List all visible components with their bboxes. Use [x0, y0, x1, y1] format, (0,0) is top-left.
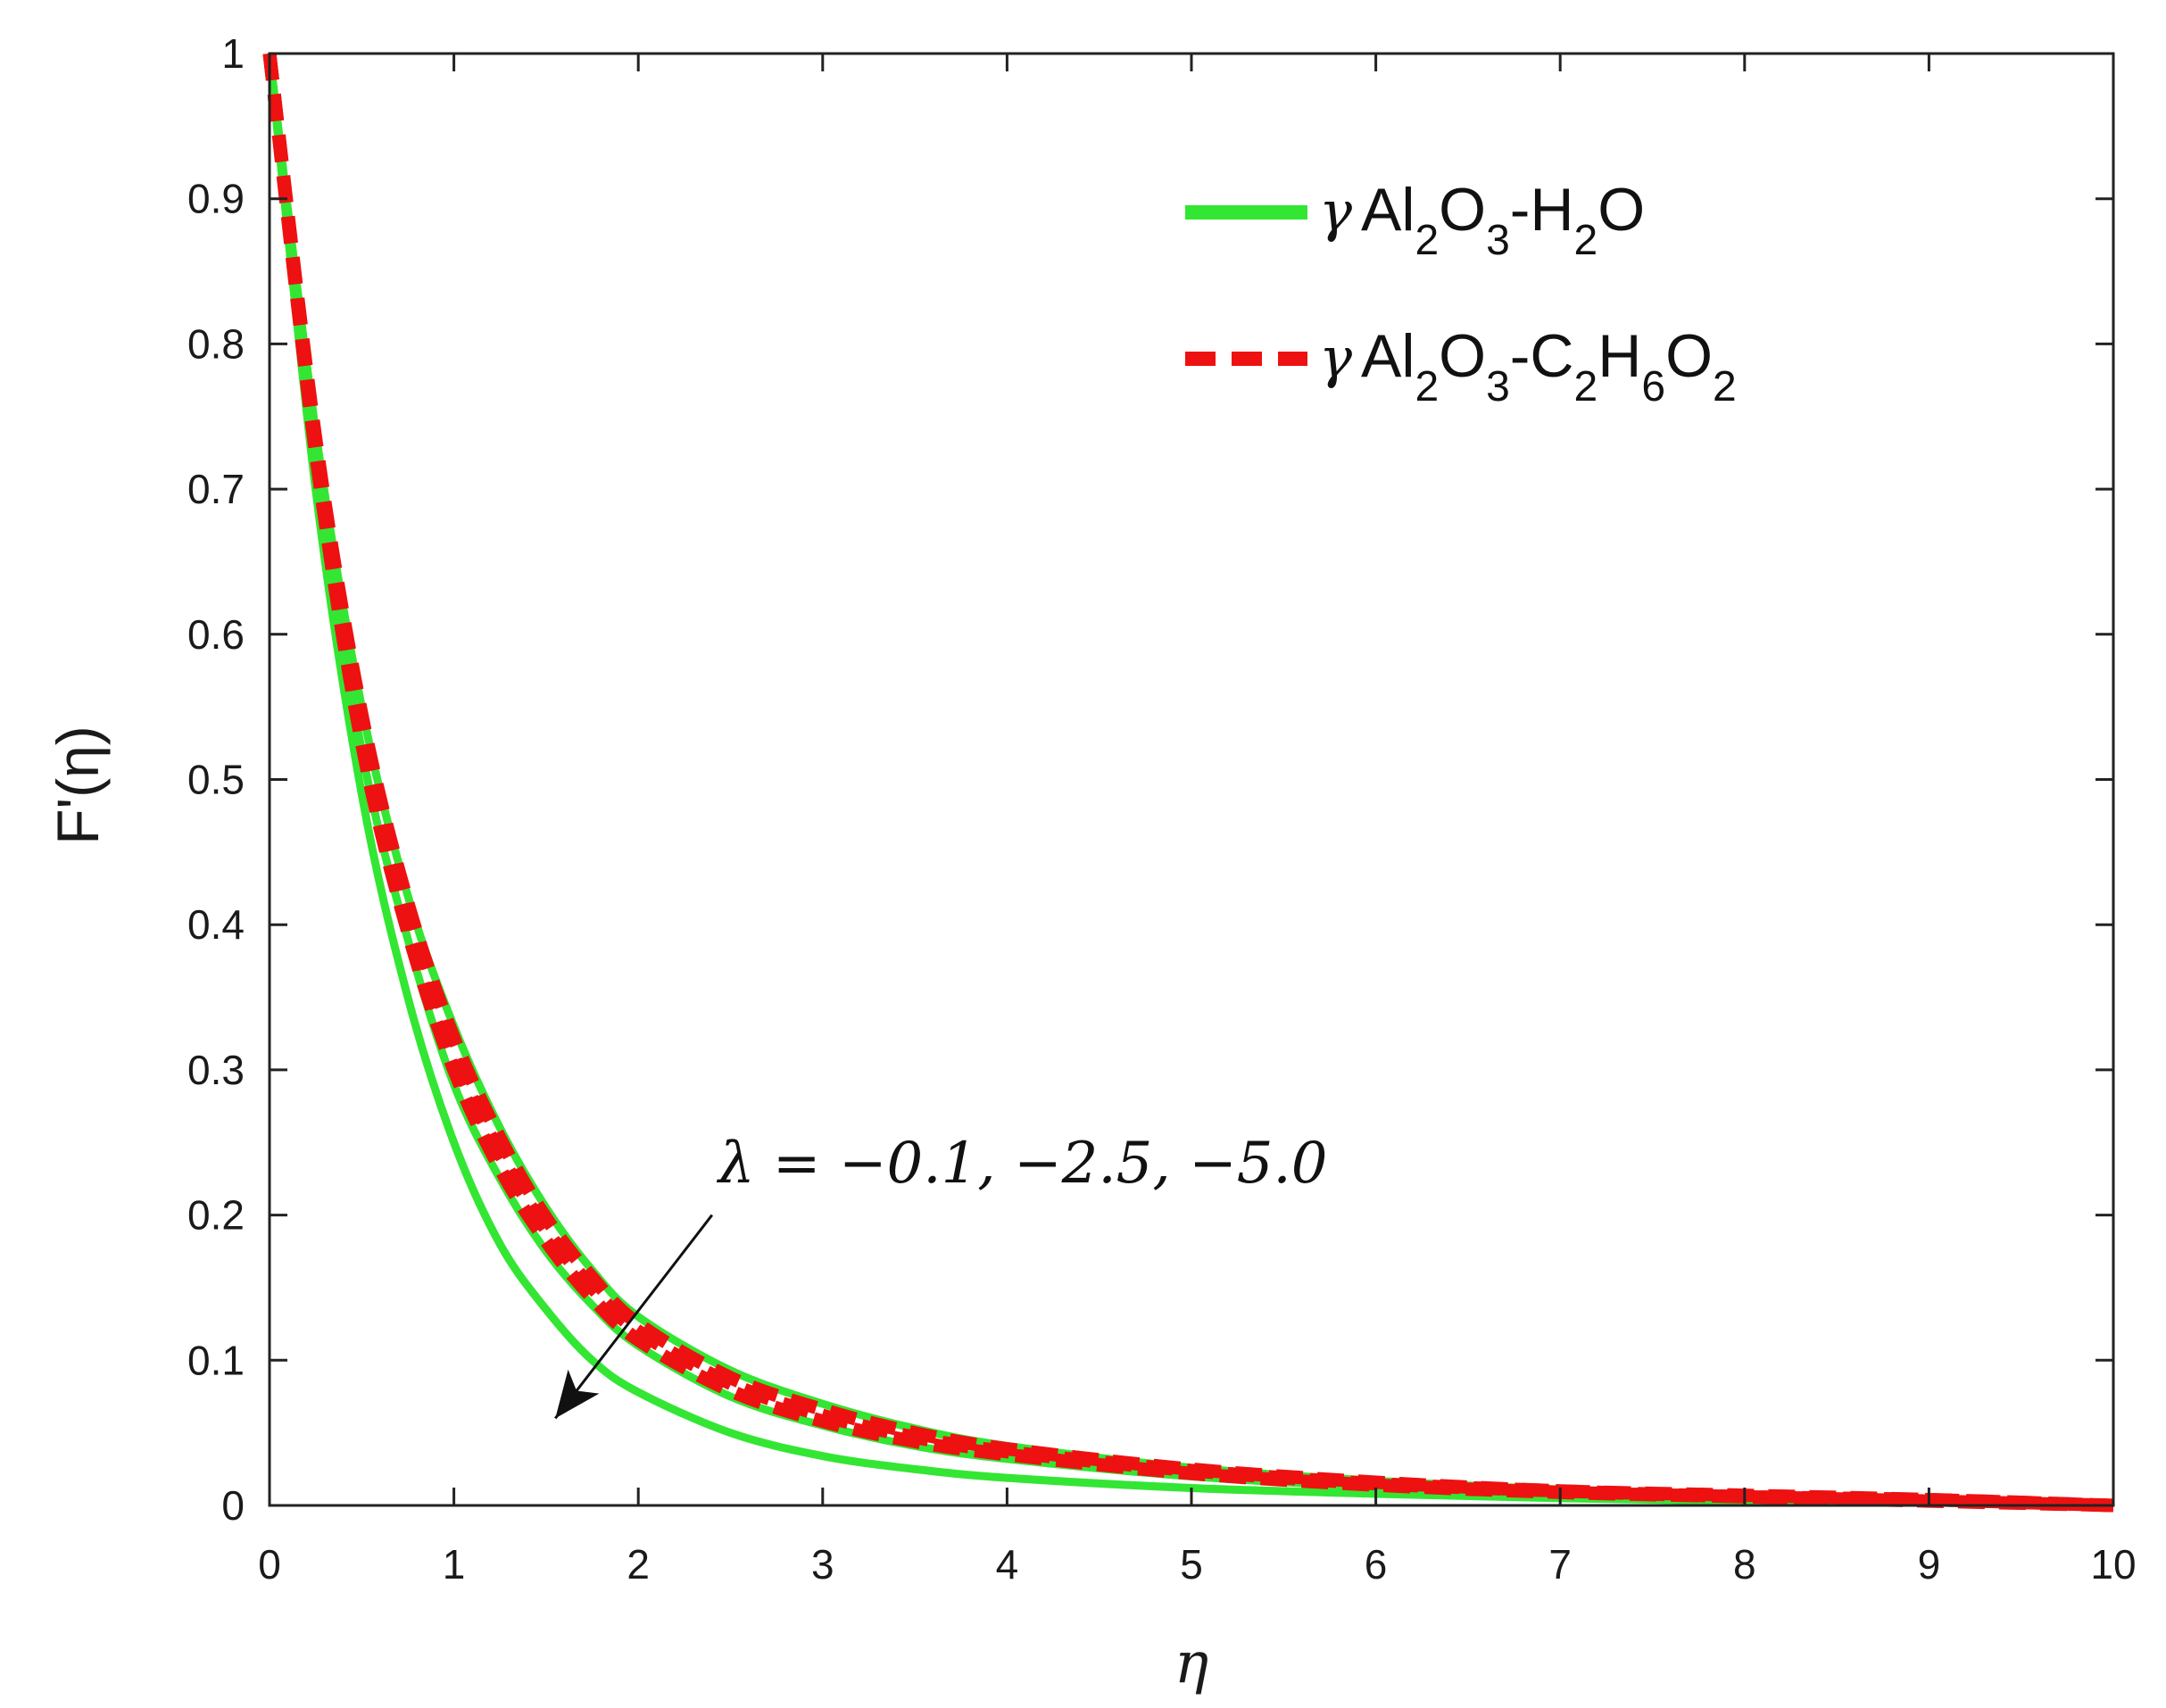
x-tick-label: 0 — [258, 1541, 281, 1588]
plot-background — [270, 54, 2113, 1505]
x-tick-label: 1 — [443, 1541, 466, 1588]
y-tick-label: 0.1 — [187, 1337, 245, 1383]
y-tick-label: 0.9 — [187, 176, 245, 222]
x-tick-label: 8 — [1733, 1541, 1756, 1588]
y-tick-label: 1 — [221, 30, 245, 77]
lambda-annotation: λ = −0.1, −2.5, −5.0 — [716, 1131, 1327, 1197]
x-tick-label: 5 — [1180, 1541, 1203, 1588]
x-tick-label: 3 — [811, 1541, 834, 1588]
annotation-arrow-shaft — [554, 1214, 714, 1420]
annotation-arrow — [554, 1214, 714, 1420]
x-tick-label: 10 — [2090, 1541, 2136, 1588]
y-tick-label: 0.7 — [187, 466, 245, 512]
x-axis-label: η — [1174, 1630, 1208, 1696]
annotation-arrow-head — [555, 1369, 600, 1419]
y-tick-label: 0.3 — [187, 1047, 245, 1093]
legend: γ Al2O3-H2O γ Al2O3-C2H6O2 — [1185, 176, 1737, 410]
y-axis-label: F'(η) — [45, 725, 111, 845]
x-tick-label: 6 — [1365, 1541, 1388, 1588]
y-tick-label: 0.4 — [187, 901, 245, 948]
y-tick-label: 0.8 — [187, 320, 245, 367]
y-tick-label: 0.5 — [187, 757, 245, 803]
tick-labels-layer: 0 1 2 3 4 5 6 7 8 9 10 0 0.1 0.2 0.3 0.4 0.5 0.6 0.7 0.8 0.9… — [187, 30, 2137, 1588]
legend-greek-2: γ — [1319, 325, 1353, 390]
y-tick-label: 0.6 — [187, 611, 245, 658]
x-tick-label: 2 — [627, 1541, 650, 1588]
x-tick-label: 9 — [1918, 1541, 1941, 1588]
x-tick-label: 4 — [996, 1541, 1019, 1588]
series-layer — [262, 53, 2114, 1513]
series-line-c2h6o2--5.0 — [262, 53, 2114, 1513]
legend-greek-1: γ — [1319, 178, 1353, 244]
plot-frame — [268, 52, 2115, 1507]
x-tick-label: 7 — [1548, 1541, 1572, 1588]
y-tick-label: 0.2 — [187, 1192, 245, 1239]
y-tick-label: 0 — [221, 1482, 245, 1529]
